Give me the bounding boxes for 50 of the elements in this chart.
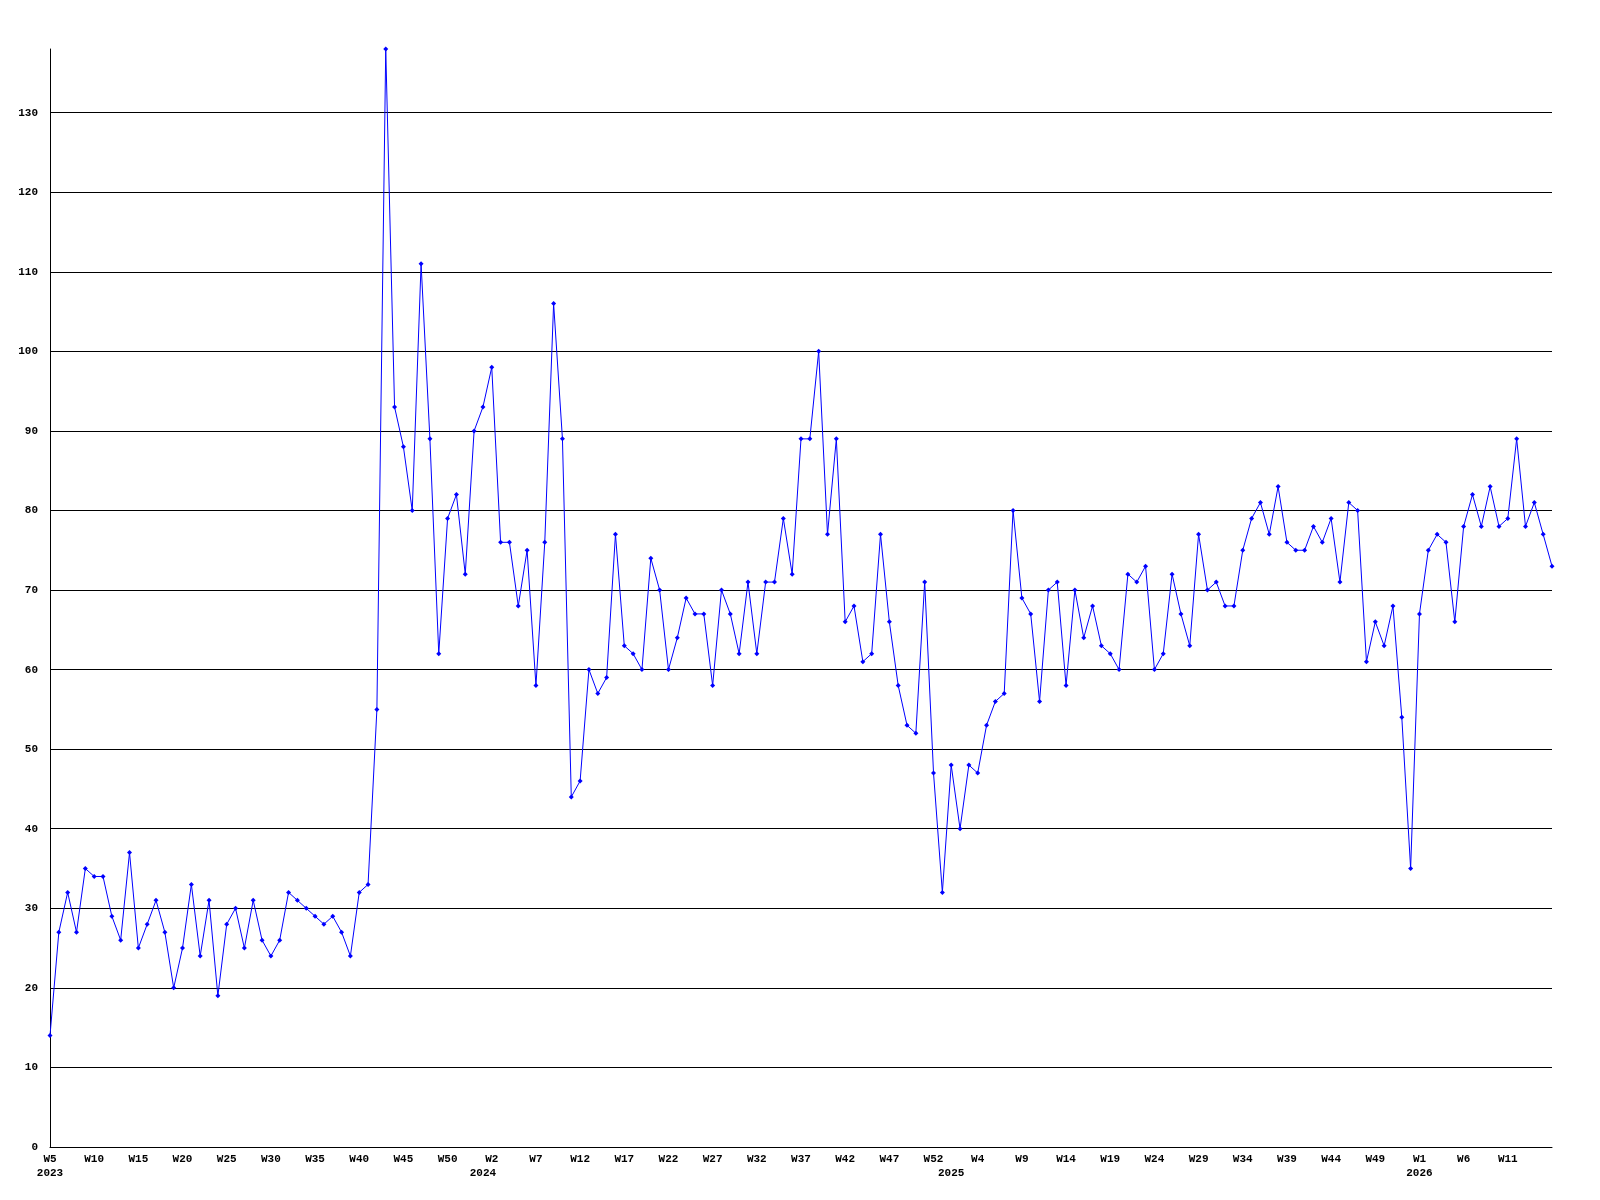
x-tick-label: W32 [746,1153,767,1165]
x-tick-label: W9 [1015,1153,1029,1165]
x-tick-label: W7 [529,1153,543,1165]
x-tick-label: W24 [1144,1153,1165,1165]
y-tick-label: 30 [24,902,38,915]
x-tick-label: W39 [1277,1153,1297,1165]
x-tick-label: W30 [260,1153,281,1165]
x-tick-label: W27 [702,1153,723,1165]
x-tick-label: W44 [1321,1153,1342,1165]
y-tick-label: 130 [18,106,38,119]
y-tick-label: 60 [24,663,38,676]
x-tick-label: 2025 [938,1167,965,1179]
x-tick-label: W4 [971,1153,985,1165]
x-tick-label: W25 [216,1153,237,1165]
y-tick-label: 20 [24,981,38,994]
y-tick-label: 70 [24,584,38,597]
x-tick-label: 2024 [469,1167,497,1179]
y-tick-label: 110 [18,265,38,278]
x-tick-label: W12 [570,1153,591,1165]
y-tick-label: 100 [18,345,38,358]
x-tick-label: W40 [349,1153,370,1165]
x-tick-label: W29 [1188,1153,1209,1165]
x-tick-label: W15 [128,1153,149,1165]
x-tick-label: W34 [1232,1153,1254,1165]
x-tick-label: W14 [1056,1153,1077,1165]
y-tick-label: 0 [31,1141,38,1153]
x-tick-label: W49 [1365,1153,1386,1165]
y-tick-label: 50 [24,743,38,756]
y-tick-label: 10 [24,1061,38,1074]
x-tick-label: W17 [614,1153,635,1165]
x-tick-label: W52 [923,1153,944,1165]
y-tick-label: 120 [18,186,38,199]
y-tick-label: 90 [24,424,38,437]
x-tick-label: W10 [84,1153,105,1165]
x-tick-label: W22 [658,1153,679,1165]
x-tick-label: W45 [393,1153,414,1165]
x-tick-label: W37 [791,1153,811,1165]
x-tick-label: W20 [172,1153,193,1165]
x-tick-label: W11 [1497,1153,1519,1165]
x-tick-label: W5 2023 [36,1153,64,1179]
x-tick-label: W2 [485,1153,499,1165]
y-tick-label: 40 [24,822,38,835]
x-tick-label: W47 [879,1153,900,1165]
x-tick-label: W6 [1457,1153,1471,1165]
x-tick-label: W50 [437,1153,458,1165]
x-tick-label: W19 [1100,1153,1121,1165]
x-tick-label: W42 [835,1153,856,1165]
x-tick-label: W35 [305,1153,326,1165]
y-tick-label: 80 [24,504,38,517]
x-tick-label: W1 2026 [1406,1153,1433,1179]
